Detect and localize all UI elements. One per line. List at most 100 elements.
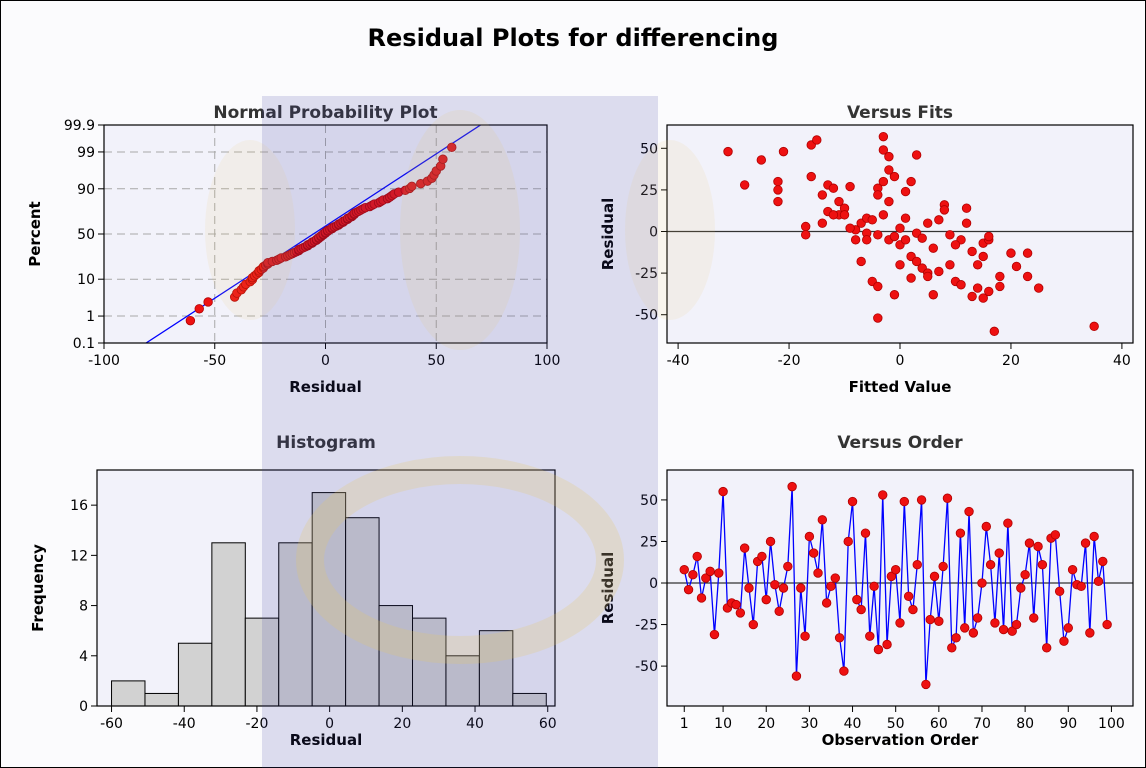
point — [873, 281, 883, 292]
plot-frame — [666, 124, 1134, 344]
point — [873, 230, 883, 240]
plot-frame — [96, 469, 556, 707]
y-tick-label: 25 — [640, 183, 658, 199]
point — [878, 131, 889, 142]
point — [977, 578, 987, 588]
point — [972, 260, 983, 270]
point — [1102, 619, 1112, 630]
point — [967, 291, 977, 302]
point — [990, 618, 1000, 628]
point — [985, 560, 996, 570]
point — [731, 599, 741, 610]
point — [843, 536, 853, 547]
point — [756, 155, 767, 165]
point — [692, 551, 702, 562]
point — [809, 548, 819, 558]
x-tick-label: -20 — [245, 716, 268, 732]
point — [1054, 586, 1065, 597]
x-tick-label: 0 — [325, 716, 334, 732]
point — [934, 616, 944, 626]
y-tick-label: 99.9 — [64, 118, 95, 134]
point — [878, 176, 889, 187]
point — [955, 528, 966, 538]
point — [895, 618, 905, 628]
y-tick-label: 4 — [79, 649, 88, 665]
y-tick-label: 16 — [70, 498, 88, 514]
point — [995, 271, 1005, 282]
point — [1085, 628, 1095, 638]
bar — [144, 692, 179, 707]
y-axis-title: Percent — [26, 201, 44, 266]
point — [447, 142, 457, 153]
point — [900, 213, 911, 223]
point — [911, 256, 922, 267]
point — [929, 571, 940, 582]
x-tick-label: 60 — [539, 716, 557, 732]
point — [984, 231, 994, 242]
y-tick-label: 8 — [79, 599, 88, 615]
y-tick-label: 90 — [77, 182, 95, 198]
point — [1022, 271, 1033, 282]
point — [884, 196, 894, 207]
bar — [478, 630, 514, 707]
point — [1063, 623, 1073, 633]
point — [921, 679, 931, 690]
bar — [311, 492, 347, 707]
y-axis-title: Residual — [599, 552, 617, 624]
point — [934, 266, 944, 277]
point — [761, 594, 771, 605]
point — [967, 246, 977, 257]
bar — [177, 642, 213, 707]
point — [773, 176, 783, 187]
point — [899, 496, 910, 507]
point — [889, 231, 900, 242]
point — [1022, 248, 1033, 258]
bar — [512, 692, 547, 707]
point — [787, 481, 797, 492]
point — [839, 210, 850, 220]
point — [735, 608, 746, 618]
panel: Versus Order Observation Order Residual 1 10… — [599, 433, 1134, 749]
x-tick-label: 0 — [896, 353, 905, 369]
y-tick-label: 12 — [70, 548, 88, 564]
point — [812, 135, 822, 145]
point — [773, 185, 783, 195]
point — [1003, 518, 1013, 528]
point — [813, 568, 823, 578]
point — [995, 281, 1005, 292]
point — [1007, 626, 1017, 636]
plots: Normal Probability Plot Residual Percent -1… — [26, 103, 1134, 749]
point — [770, 579, 780, 590]
x-tick-label: 50 — [887, 716, 905, 732]
point — [1020, 570, 1030, 580]
point — [783, 561, 793, 572]
point — [723, 146, 733, 157]
bar — [445, 655, 480, 707]
point — [998, 624, 1009, 635]
point — [895, 260, 905, 270]
x-tick-label: 1 — [680, 716, 689, 732]
point — [912, 560, 922, 570]
point — [1067, 565, 1078, 575]
x-tick-label: 70 — [973, 716, 991, 732]
point — [873, 644, 884, 655]
point — [739, 543, 750, 553]
y-tick-label: 50 — [640, 493, 658, 509]
point — [972, 283, 983, 293]
y-axis-title: Frequency — [29, 544, 47, 632]
y-tick-label: -50 — [635, 659, 658, 675]
point — [847, 496, 858, 507]
point — [994, 548, 1004, 558]
point — [925, 614, 935, 625]
point — [203, 297, 213, 307]
point — [900, 186, 911, 197]
panel-title: Normal Probability Plot — [213, 103, 437, 123]
point — [934, 215, 944, 225]
point — [981, 521, 991, 532]
point — [978, 293, 988, 303]
x-tick-label: 60 — [930, 716, 948, 732]
point — [828, 210, 839, 220]
point — [889, 171, 900, 182]
y-tick-label: 0 — [649, 225, 658, 241]
y-tick-label: 10 — [77, 272, 95, 288]
